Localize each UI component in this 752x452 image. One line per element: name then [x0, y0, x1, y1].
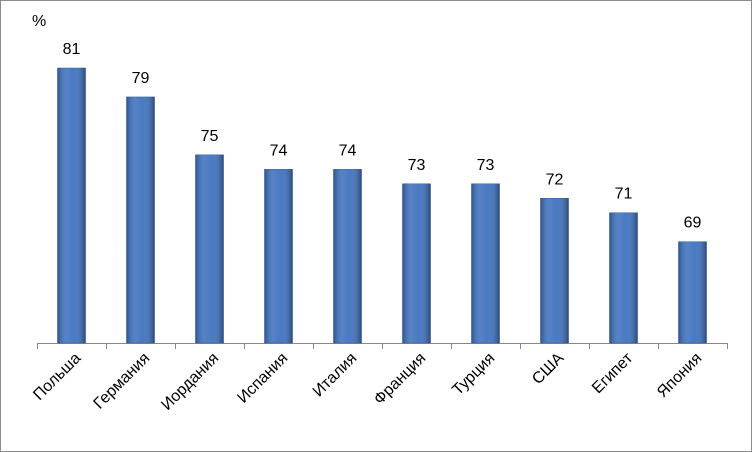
value-label: 79	[132, 70, 150, 87]
value-label: 75	[201, 128, 219, 145]
value-label: 71	[615, 186, 633, 203]
bar	[195, 154, 224, 344]
y-axis-label: %	[32, 13, 46, 30]
bar	[678, 241, 707, 344]
bar	[471, 183, 500, 344]
bar	[333, 169, 362, 344]
bar	[264, 169, 293, 344]
bar	[57, 67, 86, 344]
value-label: 74	[339, 142, 357, 159]
value-label: 81	[63, 41, 81, 58]
value-label: 73	[408, 157, 426, 174]
value-label: 72	[546, 171, 564, 188]
bar	[402, 183, 431, 344]
value-label: 74	[270, 142, 288, 159]
value-label: 73	[477, 157, 495, 174]
value-label: 69	[684, 215, 702, 232]
bar	[540, 198, 569, 344]
bar	[126, 96, 155, 344]
bar	[609, 212, 638, 344]
